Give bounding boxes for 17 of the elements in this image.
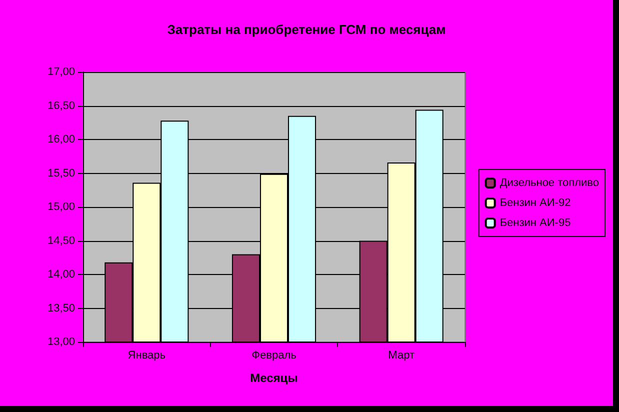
y-tick-label: 15,00 [47,201,75,213]
y-tick-label: 17,00 [47,66,75,78]
y-tick-label: 14,00 [47,268,75,280]
y-tick-label: 16,00 [47,134,75,146]
y-tick-label: 14,50 [47,234,75,247]
x-tick-label: Январь [128,350,166,362]
legend-label: Бензин АИ-92 [500,197,571,209]
x-axis-title: Месяцы [250,371,298,385]
y-tick-label: 16,50 [47,100,75,112]
y-tick-label: 15,50 [47,167,75,180]
chart-title: Затраты на приобретение ГСМ по месяцам [167,22,446,37]
y-tick-label: 13,50 [47,302,75,314]
x-tick-label: Февраль [252,350,297,362]
x-tick-label: Март [388,350,414,362]
legend-label: Дизельное топливо [500,177,599,189]
y-tick-label: 13,00 [47,336,75,348]
legend-label: Бензин АИ-95 [500,217,571,229]
